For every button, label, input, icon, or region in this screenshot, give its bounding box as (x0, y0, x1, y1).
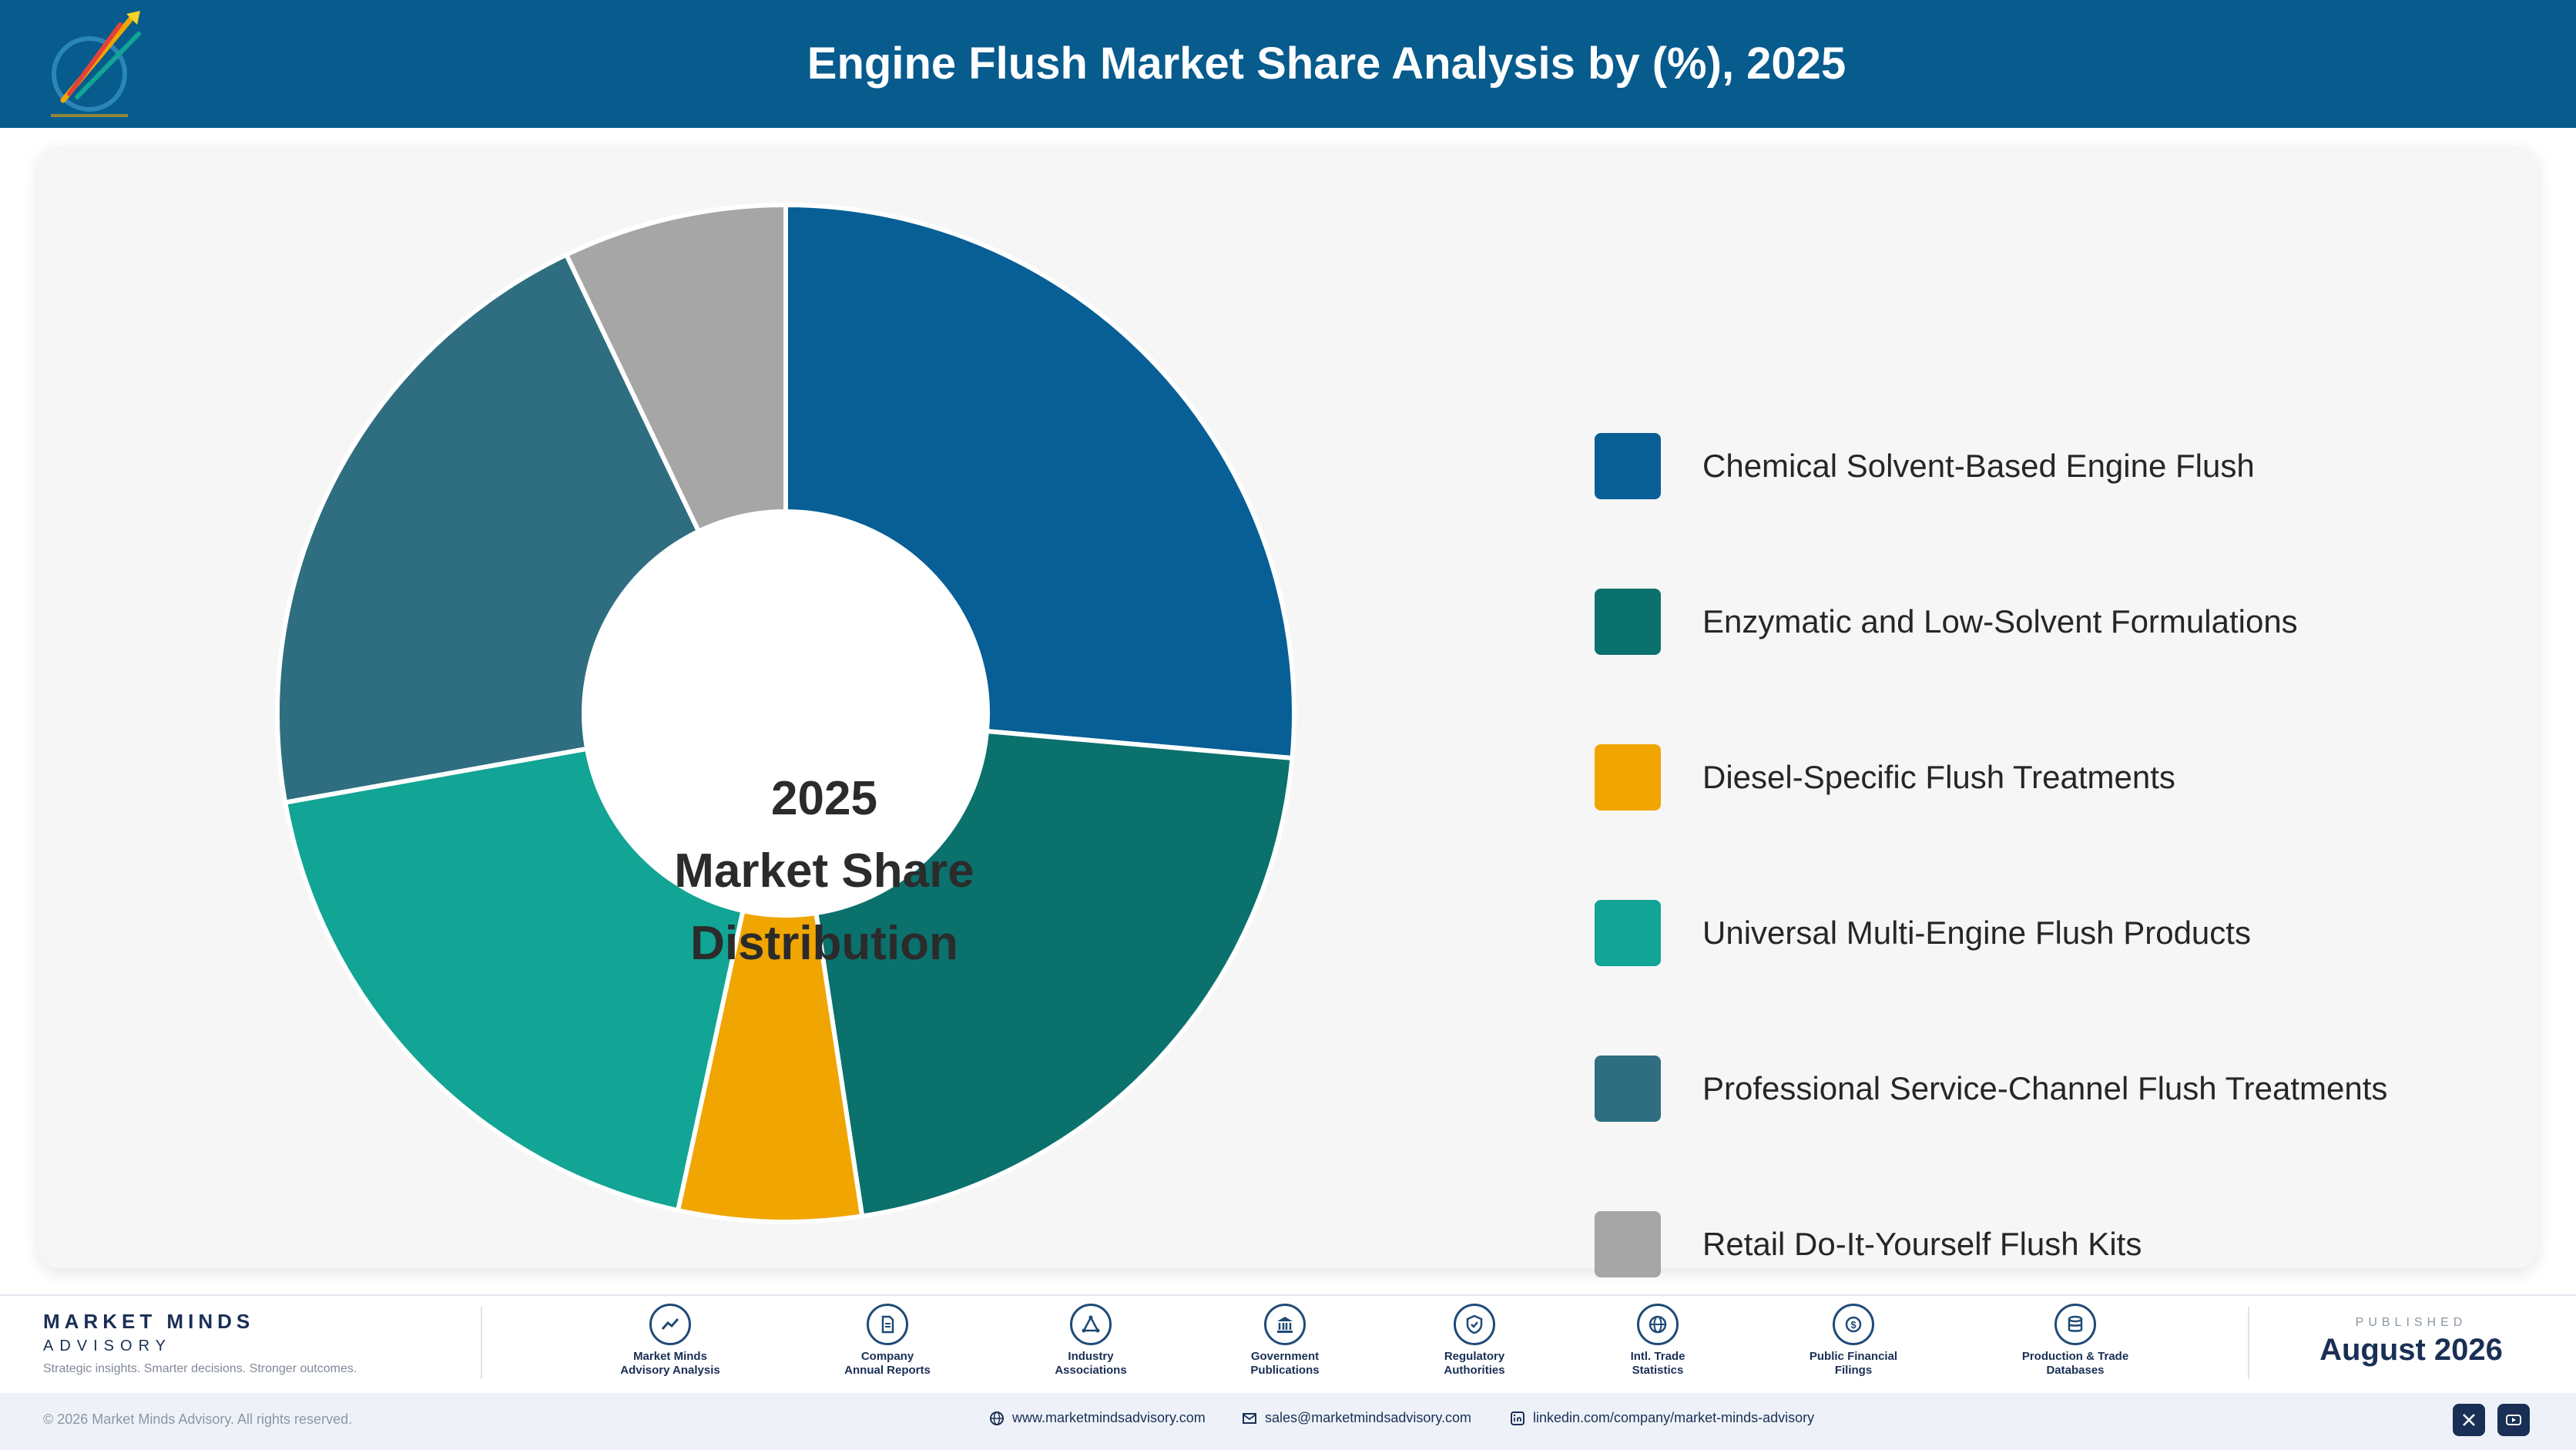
center-label-line-2: Market Share (674, 844, 974, 898)
x-logo-icon (2463, 1414, 2475, 1426)
network-icon (1070, 1304, 1112, 1345)
legend-label: Universal Multi-Engine Flush Products (1702, 915, 2251, 951)
trend-chart-icon (649, 1304, 691, 1345)
svg-text:$: $ (1850, 1319, 1857, 1331)
legend-label: Professional Service-Channel Flush Treat… (1702, 1070, 2388, 1106)
legend-item: Professional Service-Channel Flush Treat… (1595, 1056, 2519, 1123)
legend-swatch (1595, 1056, 1661, 1122)
document-icon (867, 1304, 908, 1345)
bottom-bar (0, 1393, 2576, 1450)
source-industry-associations: Industry Associations (1006, 1304, 1176, 1378)
footer-divider (481, 1307, 482, 1379)
legend-item: Enzymatic and Low-Solvent Formulations (1595, 589, 2519, 656)
source-label-line: Regulatory (1444, 1350, 1505, 1363)
source-label-line: Industry (1068, 1350, 1114, 1363)
source-label-line: Databases (2046, 1364, 2105, 1377)
source-label-line: Authorities (1444, 1364, 1505, 1377)
source-label-line: Intl. Trade (1630, 1350, 1685, 1363)
chart-card: 2025 Market Share Distribution Chemical … (39, 146, 2537, 1277)
email-link[interactable]: sales@marketmindsadvisory.com (1242, 1410, 1471, 1426)
legend-label: Enzymatic and Low-Solvent Formulations (1702, 603, 2298, 639)
source-trade-statistics: Intl. Trade Statistics (1573, 1304, 1742, 1378)
legend-label: Diesel-Specific Flush Treatments (1702, 759, 2175, 795)
email-text: sales@marketmindsadvisory.com (1265, 1410, 1472, 1425)
source-trade-databases: Production & Trade Databases (1991, 1304, 2160, 1378)
source-label-line: Filings (1834, 1364, 1873, 1377)
published-date: August 2026 (2319, 1333, 2503, 1367)
source-label-line: Statistics (1632, 1364, 1684, 1377)
source-label-line: Market Minds (633, 1350, 707, 1363)
website-link[interactable]: www.marketmindsadvisory.com (989, 1410, 1206, 1426)
center-label-line-3: Distribution (690, 917, 958, 970)
legend-label: Retail Do-It-Yourself Flush Kits (1702, 1226, 2142, 1262)
footer-brand-name: MARKET MINDS (43, 1310, 255, 1333)
globe-icon (990, 1411, 1004, 1425)
legend-swatch (1595, 744, 1661, 811)
database-icon (2054, 1304, 2096, 1345)
donut-center-label: 2025 Market Share Distribution (609, 763, 1040, 980)
source-label-line: Production & Trade (2021, 1350, 2129, 1363)
government-building-icon (1264, 1304, 1306, 1345)
play-icon (2506, 1415, 2521, 1425)
donut-chart (275, 202, 1296, 1225)
source-label-line: Associations (1055, 1364, 1127, 1377)
dollar-coin-icon: $ (1833, 1304, 1874, 1345)
copyright-text: © 2026 Market Minds Advisory. All rights… (43, 1411, 353, 1427)
header-bar: Engine Flush Market Share Analysis by (%… (0, 0, 2576, 128)
globe-icon (1637, 1304, 1679, 1345)
source-label-line: Company (860, 1350, 914, 1363)
footer-brand-sub: ADVISORY (43, 1338, 172, 1354)
source-market-minds-analysis: Market Minds Advisory Analysis (585, 1304, 755, 1378)
source-label-line: Annual Reports (844, 1364, 931, 1377)
footer-tagline: Strategic insights. Smarter decisions. S… (43, 1362, 357, 1375)
linkedin-link[interactable]: linkedin.com/company/market-minds-adviso… (1510, 1410, 1814, 1426)
x-social-button[interactable] (2453, 1404, 2485, 1436)
mail-icon (1243, 1412, 1256, 1424)
legend-swatch (1595, 900, 1661, 966)
linkedin-icon (1511, 1411, 1524, 1425)
linkedin-text: linkedin.com/company/market-minds-adviso… (1533, 1410, 1815, 1425)
page-title: Engine Flush Market Share Analysis by (%… (807, 39, 1846, 89)
center-label-line-1: 2025 (771, 772, 877, 825)
donut-hole (584, 512, 988, 915)
footer-divider (2248, 1307, 2249, 1379)
legend-swatch (1595, 1211, 1661, 1277)
source-label-line: Government (1250, 1350, 1320, 1363)
legend-label: Chemical Solvent-Based Engine Flush (1702, 448, 2255, 484)
legend-swatch (1595, 433, 1661, 499)
source-government-publications: Government Publications (1200, 1304, 1370, 1378)
legend-swatch (1595, 589, 1661, 655)
published-caption: PUBLISHED (2355, 1316, 2467, 1329)
source-company-reports: Company Annual Reports (803, 1304, 972, 1378)
legend-item: Universal Multi-Engine Flush Products (1595, 900, 2519, 968)
website-text: www.marketmindsadvisory.com (1012, 1410, 1206, 1425)
youtube-social-button[interactable] (2497, 1404, 2530, 1436)
source-regulatory-authorities: Regulatory Authorities (1390, 1304, 1559, 1378)
source-financial-filings: $ Public Financial Filings (1769, 1304, 1938, 1378)
legend-item: Diesel-Specific Flush Treatments (1595, 744, 2519, 812)
source-label-line: Public Financial (1809, 1350, 1898, 1363)
shield-check-icon (1454, 1304, 1495, 1345)
source-label-line: Publications (1250, 1364, 1320, 1377)
legend-item: Retail Do-It-Yourself Flush Kits (1595, 1211, 2519, 1279)
company-logo (51, 11, 141, 117)
source-label-line: Advisory Analysis (620, 1364, 720, 1377)
legend-item: Chemical Solvent-Based Engine Flush (1595, 433, 2519, 501)
